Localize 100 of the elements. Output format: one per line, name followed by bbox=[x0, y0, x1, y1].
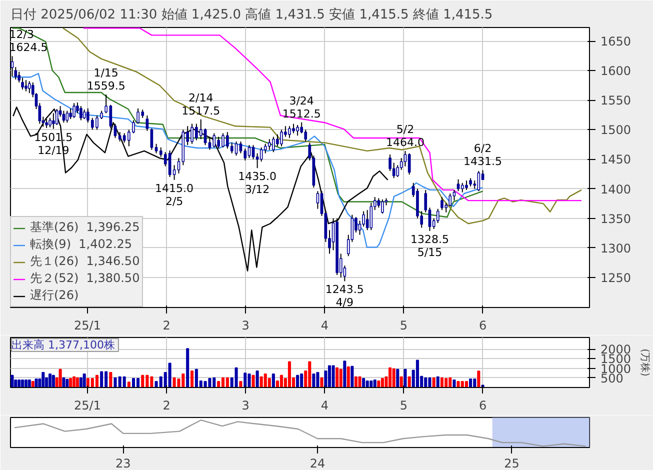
annotation: 1243.5 4/9 bbox=[325, 283, 364, 310]
chart-title: 日付 2025/06/02 11:30 始値 1,425.0 高値 1,431.5 安値 1,415.5 終値 1,415.5 bbox=[10, 6, 493, 22]
candlestick bbox=[296, 124, 299, 136]
bar bbox=[168, 362, 172, 388]
annotation: 1328.5 5/15 bbox=[410, 233, 449, 259]
bar bbox=[460, 381, 464, 388]
bar bbox=[28, 380, 31, 388]
bar bbox=[272, 374, 275, 388]
bar bbox=[109, 372, 112, 388]
bar bbox=[34, 378, 38, 388]
x-tick-label: 25/1 bbox=[74, 318, 101, 332]
bar bbox=[440, 377, 444, 388]
bar bbox=[141, 374, 144, 388]
x-tick-label: 4 bbox=[320, 318, 328, 332]
bar bbox=[221, 377, 225, 388]
bar bbox=[76, 377, 79, 388]
candlestick bbox=[440, 196, 444, 211]
bar bbox=[62, 377, 66, 388]
line-series bbox=[12, 106, 388, 272]
y-tick-label: 1450 bbox=[600, 152, 632, 167]
legend-label: 先２(52) 1,380.50 bbox=[30, 270, 140, 287]
bar bbox=[370, 380, 373, 388]
bar bbox=[72, 376, 76, 388]
candlestick bbox=[477, 170, 480, 192]
candlestick bbox=[252, 144, 255, 160]
bar bbox=[260, 376, 263, 388]
legend-label: 基準(26) 1,396.25 bbox=[30, 219, 140, 236]
candlestick bbox=[199, 118, 202, 140]
bar bbox=[248, 374, 251, 388]
bar bbox=[31, 381, 34, 388]
bar bbox=[66, 378, 69, 388]
candlestick bbox=[460, 182, 464, 193]
bar bbox=[350, 366, 354, 388]
y-tick-label: 1650 bbox=[600, 34, 632, 49]
bar bbox=[127, 382, 130, 388]
x-tick-label: 6 bbox=[478, 318, 487, 332]
y-tick-label: 1250 bbox=[600, 270, 632, 285]
legend-label: 転換(9) 1,402.25 bbox=[30, 236, 132, 253]
candlestick bbox=[268, 138, 271, 150]
bar bbox=[268, 378, 271, 388]
candlestick bbox=[388, 154, 392, 172]
bar bbox=[234, 367, 238, 388]
x-tick-label: 3 bbox=[242, 318, 250, 332]
bar bbox=[52, 374, 55, 388]
bar bbox=[396, 368, 400, 388]
chart-title: 出来高 1,377,100株 bbox=[12, 338, 115, 352]
bar bbox=[312, 374, 316, 388]
bar bbox=[424, 377, 428, 388]
bar bbox=[256, 370, 259, 388]
bar bbox=[464, 381, 468, 388]
bar bbox=[469, 378, 472, 388]
candlestick bbox=[52, 112, 55, 130]
bar bbox=[456, 381, 460, 388]
bar bbox=[308, 361, 312, 388]
bar bbox=[343, 360, 346, 388]
x-tick-label: 6 bbox=[478, 398, 487, 412]
bar bbox=[380, 378, 384, 388]
bar bbox=[388, 367, 392, 388]
candlestick bbox=[21, 77, 24, 90]
bar bbox=[416, 360, 419, 388]
bar bbox=[404, 368, 407, 388]
bar bbox=[408, 376, 411, 388]
bar bbox=[132, 378, 136, 388]
bar bbox=[136, 378, 140, 388]
bar bbox=[316, 372, 320, 388]
candlestick bbox=[24, 80, 28, 92]
x-tick-label: 25/1 bbox=[74, 398, 101, 412]
x-tick-label: 5 bbox=[400, 398, 408, 412]
candlestick bbox=[288, 126, 291, 138]
candlestick bbox=[260, 146, 263, 162]
bar bbox=[288, 361, 292, 388]
candlestick bbox=[280, 129, 283, 147]
bar bbox=[373, 380, 376, 388]
bar bbox=[172, 377, 176, 388]
x-tick-label: 2 bbox=[162, 398, 170, 412]
bar bbox=[264, 374, 267, 388]
bar bbox=[300, 374, 304, 388]
bar bbox=[69, 378, 72, 388]
bar bbox=[244, 372, 247, 388]
bar bbox=[362, 378, 366, 388]
bar bbox=[252, 374, 255, 388]
bar bbox=[473, 378, 476, 388]
bar bbox=[82, 374, 86, 388]
candlestick bbox=[381, 198, 384, 214]
candlestick bbox=[208, 136, 212, 150]
bar bbox=[18, 380, 21, 388]
candlestick bbox=[48, 117, 52, 128]
annotation: 3/24 1512.5 bbox=[282, 94, 321, 120]
annotation: 1415.0 2/5 bbox=[155, 182, 194, 208]
bar bbox=[204, 381, 207, 388]
x-tick-label: 3 bbox=[242, 398, 250, 412]
candlestick bbox=[304, 129, 308, 142]
candlestick bbox=[69, 108, 72, 120]
candlestick bbox=[212, 132, 216, 148]
y-tick-label: 1500 bbox=[600, 123, 632, 138]
bar bbox=[217, 381, 220, 388]
bar bbox=[42, 372, 45, 388]
candlestick bbox=[154, 143, 158, 154]
candlestick bbox=[248, 144, 251, 159]
bar bbox=[48, 374, 52, 388]
